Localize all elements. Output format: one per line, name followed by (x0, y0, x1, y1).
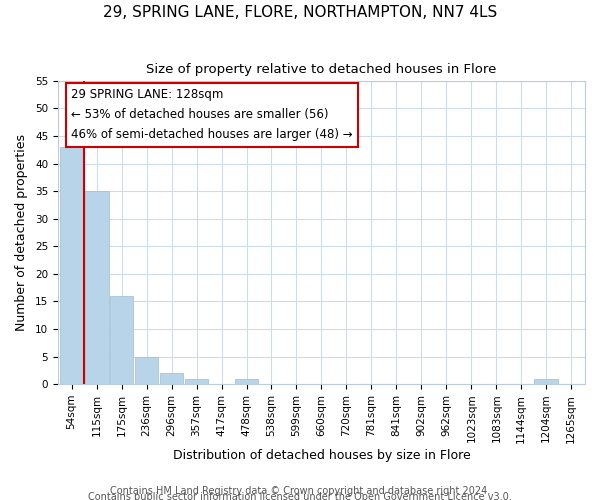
Bar (110, 296, 133, 384)
Bar (160, 373, 184, 384)
Bar (60, 147, 83, 384)
X-axis label: Distribution of detached houses by size in Flore: Distribution of detached houses by size … (173, 450, 470, 462)
Bar (135, 356, 158, 384)
Bar (85, 191, 109, 384)
Text: Contains HM Land Registry data © Crown copyright and database right 2024.: Contains HM Land Registry data © Crown c… (110, 486, 490, 496)
Text: Contains public sector information licensed under the Open Government Licence v3: Contains public sector information licen… (88, 492, 512, 500)
Y-axis label: Number of detached properties: Number of detached properties (15, 134, 28, 331)
Text: 29, SPRING LANE, FLORE, NORTHAMPTON, NN7 4LS: 29, SPRING LANE, FLORE, NORTHAMPTON, NN7… (103, 5, 497, 20)
Title: Size of property relative to detached houses in Flore: Size of property relative to detached ho… (146, 62, 497, 76)
Text: 29 SPRING LANE: 128sqm
← 53% of detached houses are smaller (56)
46% of semi-det: 29 SPRING LANE: 128sqm ← 53% of detached… (71, 88, 353, 142)
Bar (535, 378, 558, 384)
Bar (235, 378, 259, 384)
Bar (185, 378, 208, 384)
